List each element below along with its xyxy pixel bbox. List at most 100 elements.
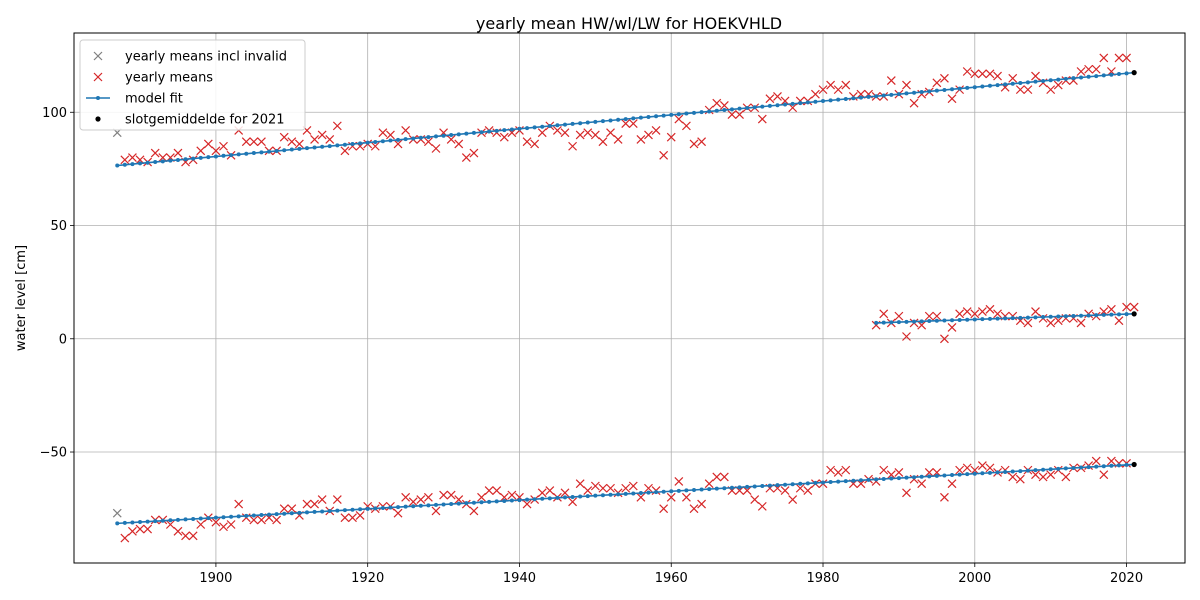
yearly-mean-point [590, 130, 600, 140]
x-tick-label: 1940 [503, 571, 536, 586]
model-fit-point [183, 517, 188, 522]
model-fit-point [957, 472, 962, 477]
model-fit-point [578, 121, 583, 126]
model-fit-point [851, 478, 856, 483]
model-fit-point [593, 119, 598, 124]
yearly-mean-point [1099, 470, 1109, 480]
model-fit-point [707, 487, 712, 492]
model-fit-point [191, 516, 196, 521]
yearly-mean-point [606, 483, 615, 493]
model-fit-point [919, 319, 924, 324]
model-fit-point [1079, 465, 1084, 470]
legend-marker-x [93, 51, 103, 61]
yearly-mean-point [173, 526, 183, 536]
yearly-mean-point [886, 470, 896, 480]
yearly-mean-point [249, 515, 259, 525]
yearly-mean-point [575, 479, 585, 489]
model-fit-point [775, 103, 780, 108]
yearly-mean-point [1053, 80, 1063, 90]
yearly-mean-point [879, 465, 889, 475]
legend-label: slotgemiddelde for 2021 [125, 113, 285, 128]
yearly-mean-point [135, 524, 145, 534]
yearly-mean-point [666, 492, 676, 502]
model-fit-point [373, 506, 378, 511]
model-fit-point [1003, 469, 1008, 474]
yearly-mean-point [932, 78, 942, 88]
yearly-mean-point [583, 128, 593, 138]
x-tick-label: 2000 [958, 571, 991, 586]
model-fit-point [616, 492, 621, 497]
yearly-mean-point [962, 307, 972, 317]
model-fit-point [987, 470, 992, 475]
yearly-mean-point [1114, 316, 1124, 326]
model-fit-point [426, 503, 431, 508]
model-fit-point [487, 499, 492, 504]
model-fit-point [244, 151, 249, 156]
yearly-mean-point [735, 110, 744, 119]
y-axis: −50 0 50 100 [40, 106, 74, 461]
yearly-mean-point [742, 486, 752, 495]
model-fit-point [729, 485, 734, 490]
yearly-mean-point [1008, 73, 1018, 83]
model-fit-point [115, 521, 120, 526]
model-fit-point [502, 498, 507, 503]
model-fit-point [1094, 74, 1099, 79]
yearly-mean-point [1008, 472, 1018, 482]
model-fit-point [1086, 313, 1091, 318]
yearly-mean-point [947, 94, 957, 104]
model-fit-point [760, 104, 765, 109]
yearly-mean-point [294, 139, 304, 149]
model-fit-point [160, 518, 165, 523]
model-fit-point [1086, 465, 1091, 470]
model-fit-point [1041, 78, 1046, 83]
yearly-mean-point [879, 309, 889, 319]
model-fit-point [623, 491, 628, 496]
model-fit-point [942, 473, 947, 478]
yearly-mean-point [947, 323, 957, 332]
model-fit-point [229, 153, 234, 158]
model-fit-point [449, 133, 454, 138]
yearly-mean-point [522, 137, 532, 147]
yearly-mean-point [507, 490, 517, 500]
yearly-mean-point [659, 504, 669, 514]
model-fit-point [297, 146, 302, 151]
model-fit-point [896, 320, 901, 325]
model-fit-point [350, 142, 355, 147]
model-fit-point [912, 90, 917, 95]
yearly-mean-point [461, 153, 471, 162]
model-fit-point [380, 505, 385, 510]
model-fit-point [236, 514, 241, 519]
model-fit-point [342, 508, 347, 513]
model-fit-point [881, 476, 886, 481]
model-fit-point [160, 159, 165, 164]
model-fit-point [1048, 314, 1053, 319]
model-fit-point [790, 101, 795, 106]
model-fit-point [532, 497, 537, 502]
yearly-mean-point [902, 80, 911, 90]
model-fit-point [836, 97, 841, 102]
yearly-mean-point [773, 91, 782, 101]
model-fit-point [1109, 463, 1114, 468]
yearly-mean-point [977, 461, 987, 471]
yearly-mean-point [924, 467, 934, 477]
model-fit-point [388, 138, 393, 143]
model-fit-point [396, 505, 401, 510]
model-fit-point [251, 513, 256, 518]
yearly-mean-point [719, 101, 729, 110]
model-fit-point [828, 98, 833, 103]
model-fit-point [251, 151, 256, 156]
model-fit-point [449, 502, 454, 507]
model-fit-point [130, 162, 135, 167]
model-fit-point [1079, 75, 1084, 80]
yearly-mean-point [568, 141, 578, 151]
model-fit-point [525, 126, 530, 131]
plot-data [112, 53, 1139, 543]
model-fit-point [767, 483, 772, 488]
model-fit-point [138, 520, 143, 525]
yearly-mean-point [310, 135, 319, 144]
model-fit-point [320, 144, 325, 149]
model-fit-point [1056, 466, 1061, 471]
model-fit-point [1041, 467, 1046, 472]
y-axis-label: water level [cm] [14, 245, 29, 351]
model-fit-point [1033, 315, 1038, 320]
